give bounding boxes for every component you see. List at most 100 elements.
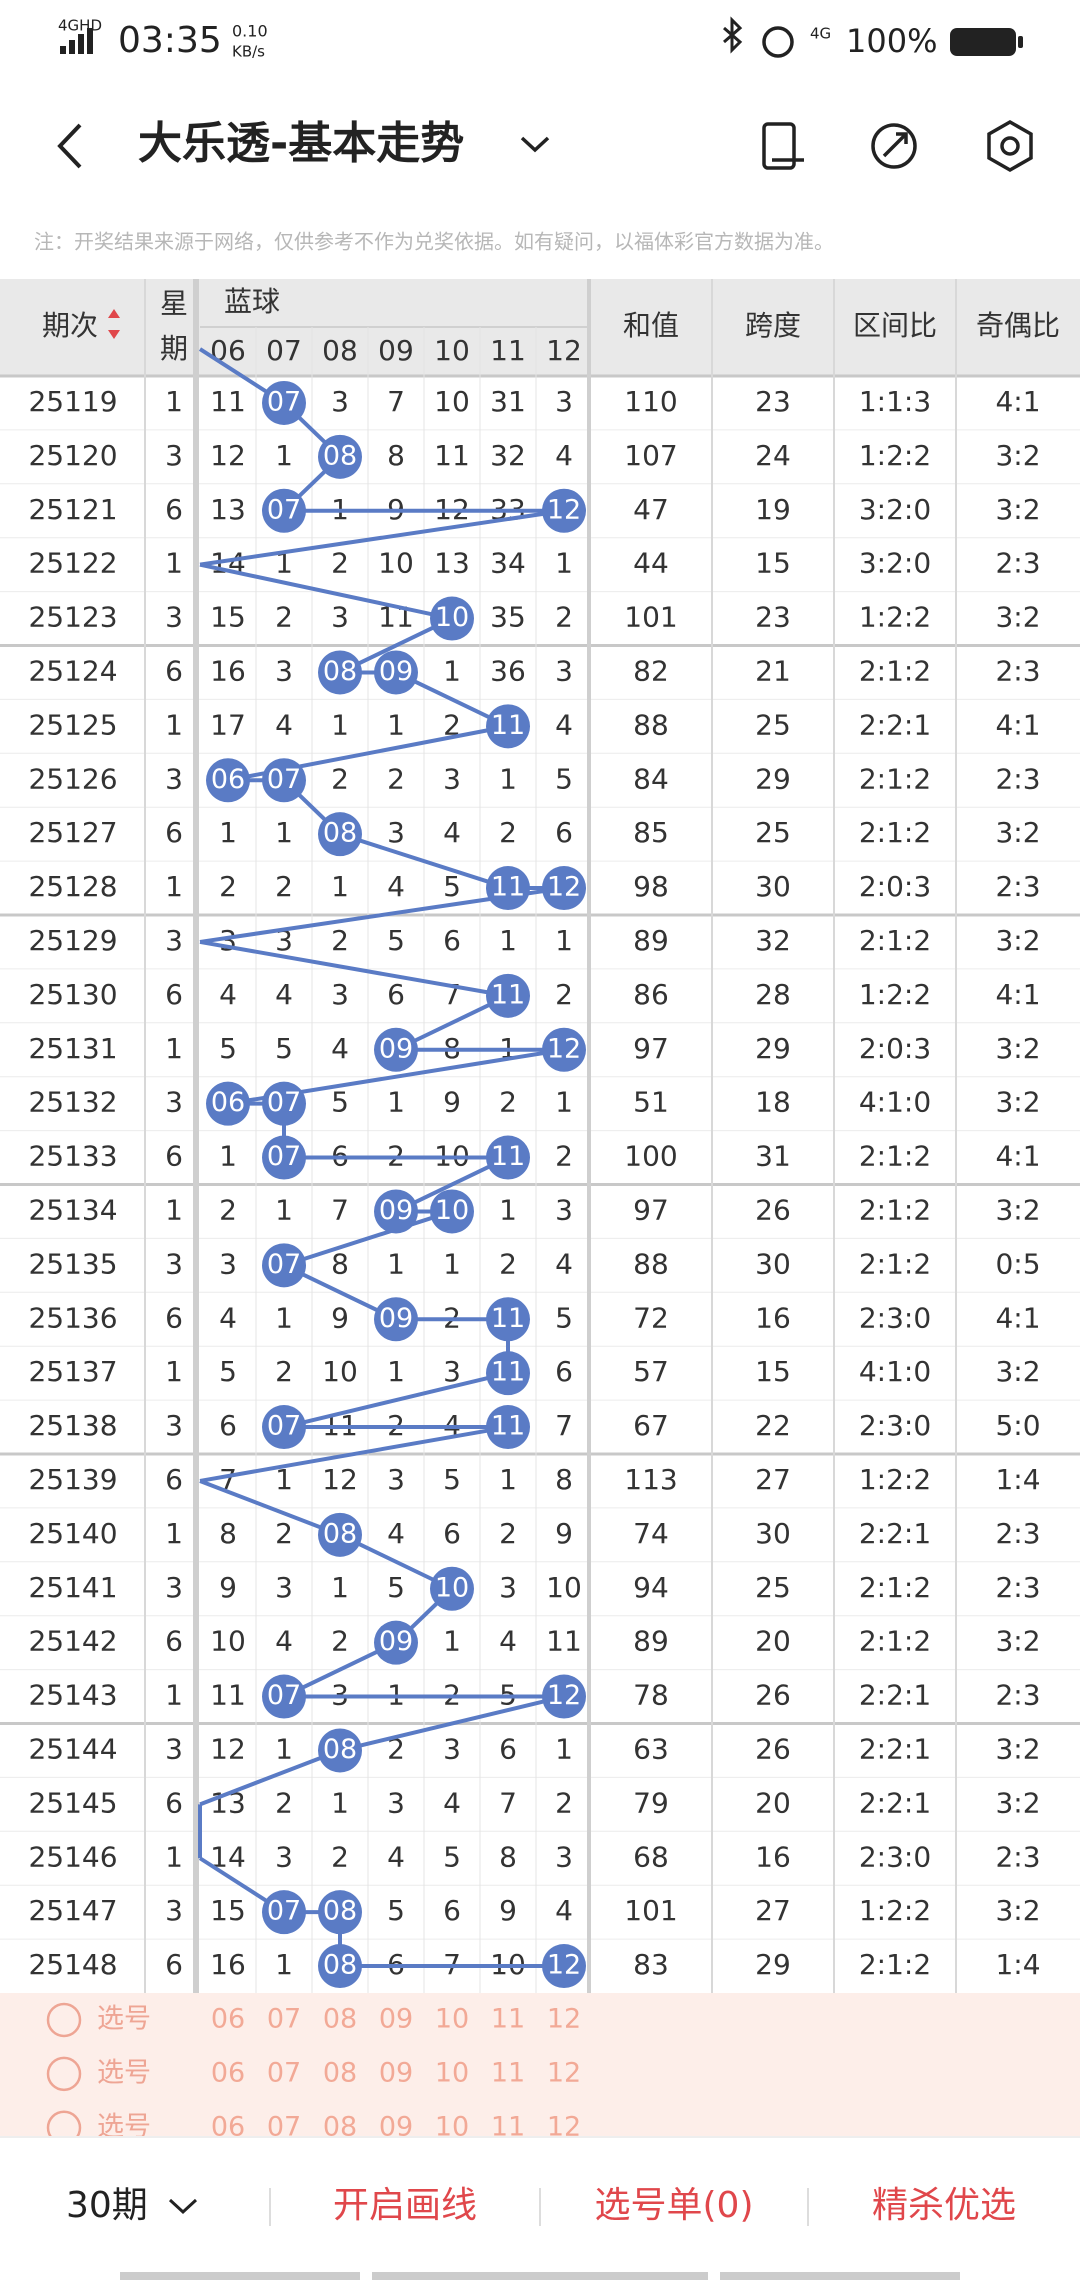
miss-count: 10 bbox=[378, 547, 414, 580]
pick-number[interactable]: 08 bbox=[323, 2003, 357, 2034]
period-dropdown[interactable] bbox=[168, 2198, 198, 2215]
miss-count: 2 bbox=[555, 1786, 573, 1819]
parity-ratio: 3:2 bbox=[995, 1355, 1040, 1388]
trend-line bbox=[339, 832, 509, 890]
sum-value: 97 bbox=[633, 1193, 669, 1226]
blue-ball: 11 bbox=[486, 973, 530, 1018]
parity-ratio: 3:2 bbox=[995, 439, 1040, 472]
sort-icon[interactable] bbox=[108, 309, 120, 339]
weekday: 6 bbox=[165, 1625, 183, 1658]
miss-count: 11 bbox=[210, 385, 246, 418]
miss-count: 2 bbox=[443, 708, 461, 741]
zone-ratio: 2:1:2 bbox=[859, 762, 931, 795]
period: 25125 bbox=[28, 708, 117, 741]
miss-count: 7 bbox=[499, 1786, 517, 1819]
miss-count: 4 bbox=[219, 978, 237, 1011]
weekday: 3 bbox=[165, 1247, 183, 1280]
miss-count: 6 bbox=[219, 1409, 237, 1442]
pick-number[interactable]: 08 bbox=[323, 2057, 357, 2088]
blue-ball: 07 bbox=[262, 1135, 306, 1180]
parity-ratio: 3:2 bbox=[995, 1786, 1040, 1819]
premium-button[interactable]: 精杀优选 bbox=[872, 2185, 1016, 2226]
miss-count: 5 bbox=[387, 1894, 405, 1927]
sum-value: 88 bbox=[633, 708, 669, 741]
parity-ratio: 4:1 bbox=[995, 1301, 1040, 1334]
pick-list-button[interactable]: 选号单(0) bbox=[595, 2185, 754, 2226]
pick-number[interactable]: 12 bbox=[547, 2057, 581, 2088]
signal-icon bbox=[60, 28, 93, 54]
miss-count: 3 bbox=[331, 385, 349, 418]
pick-number[interactable]: 10 bbox=[435, 2057, 469, 2088]
miss-count: 1 bbox=[219, 1140, 237, 1173]
miss-count: 1 bbox=[387, 1247, 405, 1280]
blue-number-header: 09 bbox=[378, 334, 414, 367]
ball-circle bbox=[262, 1135, 306, 1180]
ball-number: 11 bbox=[491, 710, 525, 741]
miss-count: 31 bbox=[490, 385, 526, 418]
page-title[interactable]: 大乐透-基本走势 bbox=[138, 118, 464, 169]
ball-number: 12 bbox=[547, 872, 581, 903]
share-icon[interactable] bbox=[871, 123, 917, 169]
miss-count: 1 bbox=[443, 654, 461, 687]
miss-count: 8 bbox=[499, 1840, 517, 1873]
period: 25145 bbox=[28, 1786, 117, 1819]
miss-count: 1 bbox=[275, 1463, 293, 1496]
pick-number[interactable]: 06 bbox=[211, 2057, 245, 2088]
ball-circle bbox=[262, 1890, 306, 1935]
miss-count: 6 bbox=[443, 924, 461, 957]
weekday: 3 bbox=[165, 1409, 183, 1442]
span-value: 24 bbox=[755, 439, 791, 472]
zone-ratio: 3:2:0 bbox=[859, 547, 931, 580]
ball-number: 07 bbox=[267, 1896, 301, 1927]
ball-circle bbox=[318, 650, 362, 695]
miss-count: 2 bbox=[219, 1193, 237, 1226]
zone-ratio: 2:1:2 bbox=[859, 1140, 931, 1173]
period: 25129 bbox=[28, 924, 117, 957]
miss-count: 1 bbox=[555, 1086, 573, 1119]
period: 25137 bbox=[28, 1355, 117, 1388]
pick-number[interactable]: 11 bbox=[491, 2003, 525, 2034]
weekday: 3 bbox=[165, 924, 183, 957]
span-value: 25 bbox=[755, 816, 791, 849]
period-selector[interactable]: 30期 bbox=[66, 2185, 148, 2226]
weekday-header: 星 bbox=[160, 287, 188, 320]
trend-line bbox=[283, 1209, 453, 1268]
span-value: 30 bbox=[755, 1247, 791, 1280]
pick-number[interactable]: 11 bbox=[491, 2057, 525, 2088]
pick-number[interactable]: 07 bbox=[267, 2057, 301, 2088]
sum-value: 47 bbox=[633, 493, 669, 526]
pick-checkbox[interactable] bbox=[46, 2002, 82, 2038]
weekday: 6 bbox=[165, 1463, 183, 1496]
draw-lines-button[interactable]: 开启画线 bbox=[333, 2185, 477, 2226]
title-dropdown[interactable] bbox=[520, 136, 550, 153]
settings-icon[interactable] bbox=[987, 119, 1033, 173]
pick-label[interactable]: 选号 bbox=[97, 2003, 151, 2034]
back-button[interactable] bbox=[57, 123, 82, 169]
pick-number[interactable]: 07 bbox=[267, 2003, 301, 2034]
miss-count: 3 bbox=[331, 601, 349, 634]
pick-label[interactable]: 选号 bbox=[97, 2057, 151, 2088]
miss-count: 2 bbox=[275, 601, 293, 634]
period: 25134 bbox=[28, 1193, 117, 1226]
miss-count: 2 bbox=[275, 1517, 293, 1550]
blue-ball: 12 bbox=[542, 1944, 586, 1989]
share-screen-icon[interactable] bbox=[762, 122, 804, 170]
weekday: 1 bbox=[165, 1193, 183, 1226]
miss-count: 4 bbox=[555, 439, 573, 472]
miss-count: 2 bbox=[387, 1732, 405, 1765]
pick-number[interactable]: 09 bbox=[379, 2057, 413, 2088]
miss-count: 4 bbox=[443, 1786, 461, 1819]
miss-count: 1 bbox=[331, 1786, 349, 1819]
pick-number[interactable]: 12 bbox=[547, 2003, 581, 2034]
zone-ratio: 1:2:2 bbox=[859, 601, 931, 634]
weekday-header: 期 bbox=[160, 332, 188, 365]
ball-number: 08 bbox=[323, 440, 357, 471]
pick-number[interactable]: 09 bbox=[379, 2003, 413, 2034]
pick-number[interactable]: 10 bbox=[435, 2003, 469, 2034]
miss-count: 1 bbox=[331, 870, 349, 903]
period: 25121 bbox=[28, 493, 117, 526]
header: 大乐透-基本走势 bbox=[57, 118, 1033, 173]
pick-checkbox[interactable] bbox=[46, 2056, 82, 2092]
parity-ratio: 2:3 bbox=[995, 1840, 1040, 1873]
pick-number[interactable]: 06 bbox=[211, 2003, 245, 2034]
